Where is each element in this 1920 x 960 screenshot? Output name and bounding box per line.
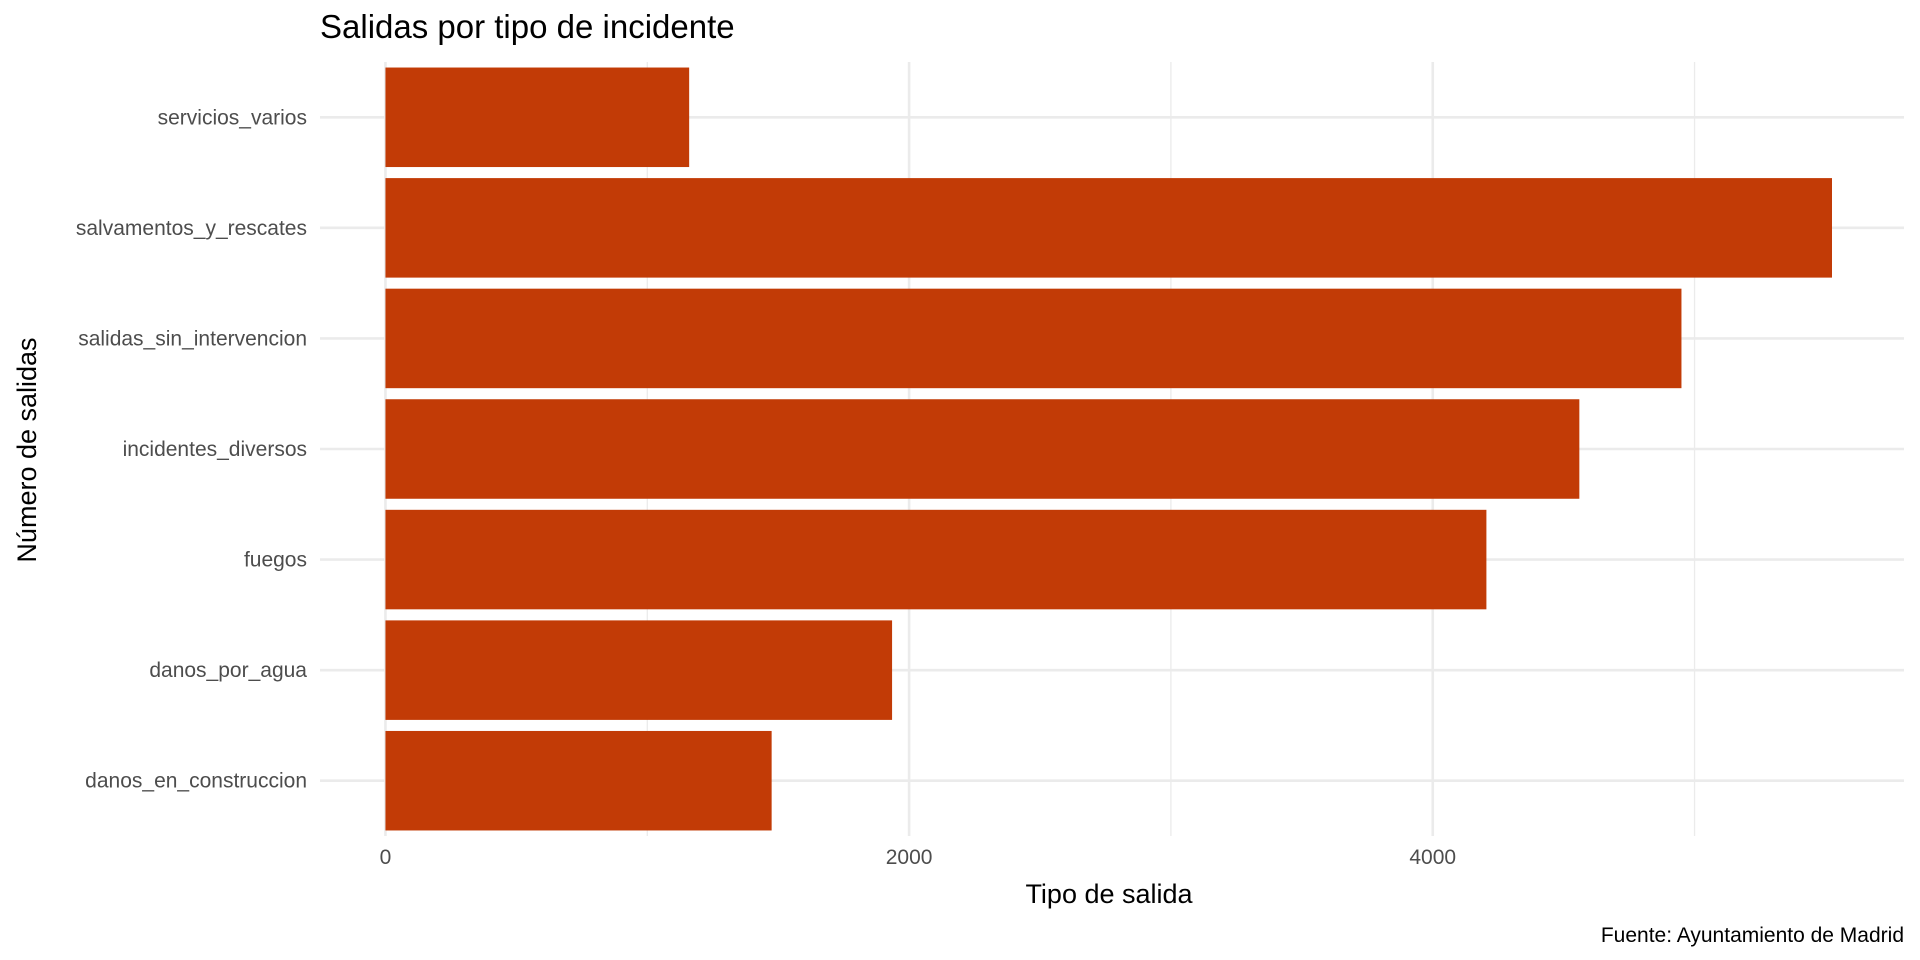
y-tick-label: fuegos: [244, 549, 307, 572]
x-tick-label: 4000: [1409, 846, 1456, 869]
chart-caption: Fuente: Ayuntamiento de Madrid: [1601, 924, 1904, 947]
y-tick-labels: danos_en_construccion danos_por_agua fuego…: [76, 106, 307, 792]
x-tick-label: 2000: [886, 846, 933, 869]
y-axis-title: Número de salidas: [12, 337, 42, 562]
bar-fuegos: [385, 509, 1487, 610]
bar-servicios_varios: [385, 67, 690, 168]
x-axis-title: Tipo de salida: [1025, 879, 1193, 909]
y-tick-label: danos_en_construccion: [85, 770, 307, 793]
bar-danos_en_construccion: [385, 730, 772, 831]
y-tick-label: salvamentos_y_rescates: [76, 217, 307, 240]
bar-salvamentos_y_rescates: [385, 178, 1832, 278]
chart-title: Salidas por tipo de incidente: [320, 8, 735, 45]
bar-salidas_sin_intervencion: [385, 288, 1682, 389]
bar-danos_por_agua: [385, 620, 893, 720]
y-tick-label: servicios_varios: [158, 106, 307, 129]
y-tick-label: incidentes_diversos: [123, 438, 307, 461]
y-tick-label: salidas_sin_intervencion: [78, 327, 307, 350]
y-tick-label: danos_por_agua: [149, 659, 307, 682]
x-tick-labels: 0 2000 4000: [380, 846, 1456, 869]
x-tick-label: 0: [380, 846, 392, 869]
bars: [385, 67, 1832, 831]
bar-incidentes_diversos: [385, 399, 1580, 499]
